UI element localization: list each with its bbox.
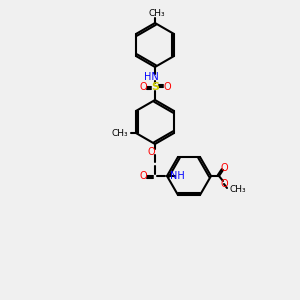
Text: O: O xyxy=(139,82,147,92)
Text: CH₃: CH₃ xyxy=(149,9,165,18)
Text: HN: HN xyxy=(144,72,158,82)
Text: O: O xyxy=(220,163,228,173)
Text: CH₃: CH₃ xyxy=(111,128,128,137)
Text: O: O xyxy=(163,82,171,92)
Text: S: S xyxy=(151,82,159,92)
Text: CH₃: CH₃ xyxy=(229,184,246,194)
Text: O: O xyxy=(139,171,147,181)
Text: NH: NH xyxy=(170,171,185,181)
Text: O: O xyxy=(147,147,155,157)
Text: O: O xyxy=(220,179,228,189)
